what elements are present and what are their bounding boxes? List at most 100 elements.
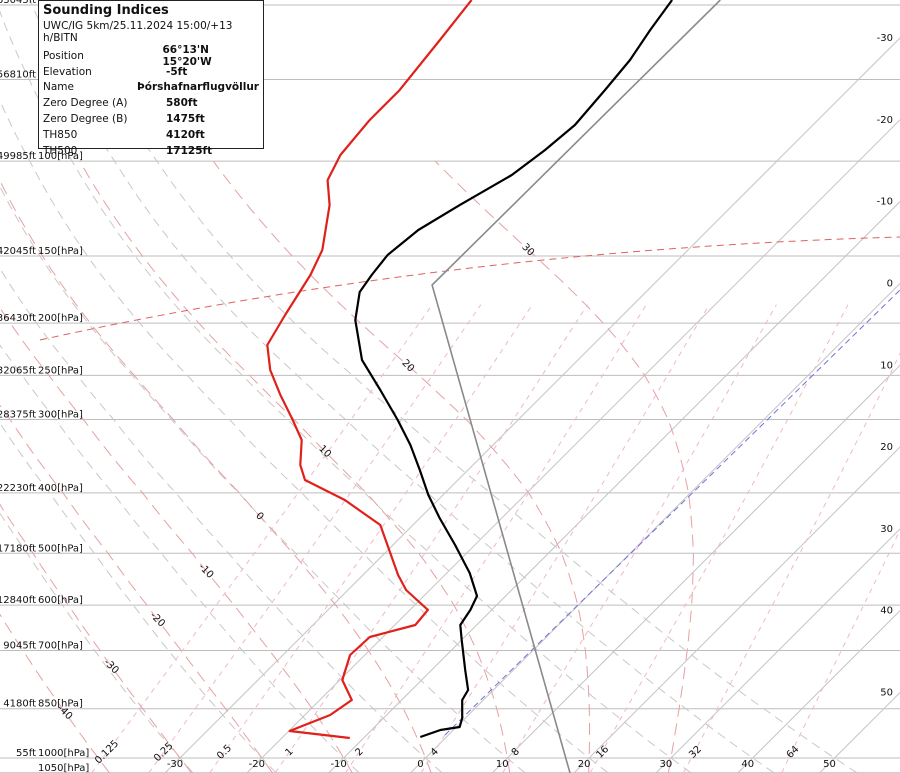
moist-adiabat — [0, 404, 273, 773]
info-box: Sounding Indices UWC/IG 5km/25.11.2024 1… — [38, 0, 264, 157]
info-value: Þórshafnarflugvöllur — [137, 81, 259, 94]
mixing-ratio-label: 1 — [284, 746, 296, 758]
dry-adiabat — [0, 99, 609, 773]
isotherm-label: 40 — [880, 606, 893, 617]
info-key: Position — [43, 49, 84, 62]
info-value: 66°13'N 15°20'W — [162, 43, 212, 68]
pressure-label: 500[hPa] — [38, 543, 83, 554]
pressure-label: 1050[hPa] — [38, 763, 89, 773]
isotherm-label: 0 — [887, 278, 893, 289]
dry-adiabat — [64, 0, 858, 773]
height-label: 22230ft — [0, 483, 36, 494]
info-key: Name — [43, 81, 74, 94]
isotherm-label: 10 — [496, 759, 509, 770]
info-rows: Position 66°13'N 15°20'W Elevation -5ft Name… — [43, 44, 259, 159]
height-label: 49985ft — [0, 151, 36, 162]
isotherm — [491, 364, 900, 773]
isotherm — [655, 528, 900, 773]
mixing-ratio-line — [274, 304, 588, 773]
info-row: TH500 17125ft — [43, 143, 259, 159]
dry-adiabat — [0, 344, 360, 773]
mixing-ratio-line — [420, 304, 710, 773]
mixing-ratio-line — [209, 304, 533, 773]
mixing-ratio-label: 0.5 — [215, 743, 234, 762]
pressure-label: 1000[hPa] — [38, 748, 89, 759]
mixing-ratio-line — [589, 304, 849, 773]
info-title: Sounding Indices — [43, 3, 169, 18]
info-row: TH850 4120ft — [43, 127, 259, 143]
dry-adiabat — [0, 267, 443, 773]
isotherm — [573, 446, 900, 773]
height-label: 12840ft — [0, 595, 36, 606]
adiabat-label: -30 — [101, 657, 120, 676]
height-label: 32065ft — [0, 365, 36, 376]
info-row: Elevation -5ft — [43, 64, 259, 80]
info-value: -5ft — [166, 65, 188, 78]
height-label: 9045ft — [3, 641, 36, 652]
moist-adiabat — [0, 306, 353, 773]
height-label: 55ft — [16, 748, 36, 759]
isotherm — [737, 610, 900, 773]
isotherm — [164, 37, 900, 773]
dry-adiabat — [0, 185, 526, 773]
isotherm-label: -10 — [330, 759, 346, 770]
isotherm-label: 30 — [880, 524, 893, 535]
isotherm-label: 50 — [880, 688, 893, 699]
mixing-ratio-line — [345, 304, 647, 773]
isotherm-label: 20 — [880, 442, 893, 453]
profile-line — [431, 0, 721, 773]
mixing-ratio-label: 0.125 — [93, 738, 121, 766]
height-label: 63045ft — [0, 0, 36, 6]
isotherm-label: 10 — [880, 360, 893, 371]
adiabat-label: -10 — [196, 562, 215, 581]
height-label: 56810ft — [0, 70, 36, 81]
height-label: 17180ft — [0, 543, 36, 554]
height-label: 4180ft — [3, 699, 36, 710]
pressure-label: 400[hPa] — [38, 483, 83, 494]
height-label: 28375ft — [0, 409, 36, 420]
reference-curve — [39, 236, 900, 341]
isotherm-label: -10 — [877, 197, 893, 208]
isotherm-label: -30 — [167, 759, 183, 770]
isotherm-label: -30 — [877, 33, 893, 44]
reference-line — [444, 289, 900, 736]
pressure-label: 300[hPa] — [38, 409, 83, 420]
info-value: 4120ft — [166, 128, 205, 141]
isotherm-label: 0 — [417, 759, 423, 770]
isotherm-label: -20 — [877, 115, 893, 126]
pressure-label: 250[hPa] — [38, 365, 83, 376]
info-value: 1475ft — [166, 113, 205, 126]
info-value: 17125ft — [166, 144, 213, 157]
mixing-ratio-line — [683, 352, 900, 773]
moist-adiabat — [212, 160, 590, 773]
mixing-ratio-label: 2 — [353, 746, 365, 758]
info-key: TH850 — [43, 128, 78, 141]
moist-adiabat — [0, 503, 192, 773]
info-row: Position 66°13'N 15°20'W — [43, 44, 259, 68]
isotherm — [410, 282, 900, 773]
pressure-label: 100[hPa] — [38, 151, 83, 162]
info-key: Zero Degree (B) — [43, 113, 128, 126]
moist-adiabat — [0, 179, 432, 773]
mixing-ratio-line — [502, 304, 777, 773]
mixing-ratio-label: 4 — [429, 746, 441, 758]
height-label: 42045ft — [0, 246, 36, 257]
isotherm-label: 40 — [741, 759, 754, 770]
profile-line — [266, 0, 473, 740]
info-key: Elevation — [43, 65, 92, 78]
pressure-label: 200[hPa] — [38, 313, 83, 324]
info-key: Zero Degree (A) — [43, 97, 128, 110]
info-value: 580ft — [166, 97, 198, 110]
isotherm-label: 30 — [660, 759, 673, 770]
isotherm — [246, 119, 900, 773]
info-row: Zero Degree (A) 580ft — [43, 95, 259, 111]
pressure-label: 850[hPa] — [38, 699, 83, 710]
isotherm — [328, 200, 900, 773]
profiles — [266, 0, 721, 773]
info-key: TH500 — [43, 144, 78, 157]
profile-line — [354, 0, 673, 739]
info-row: Name Þórshafnarflugvöllur — [43, 80, 259, 96]
